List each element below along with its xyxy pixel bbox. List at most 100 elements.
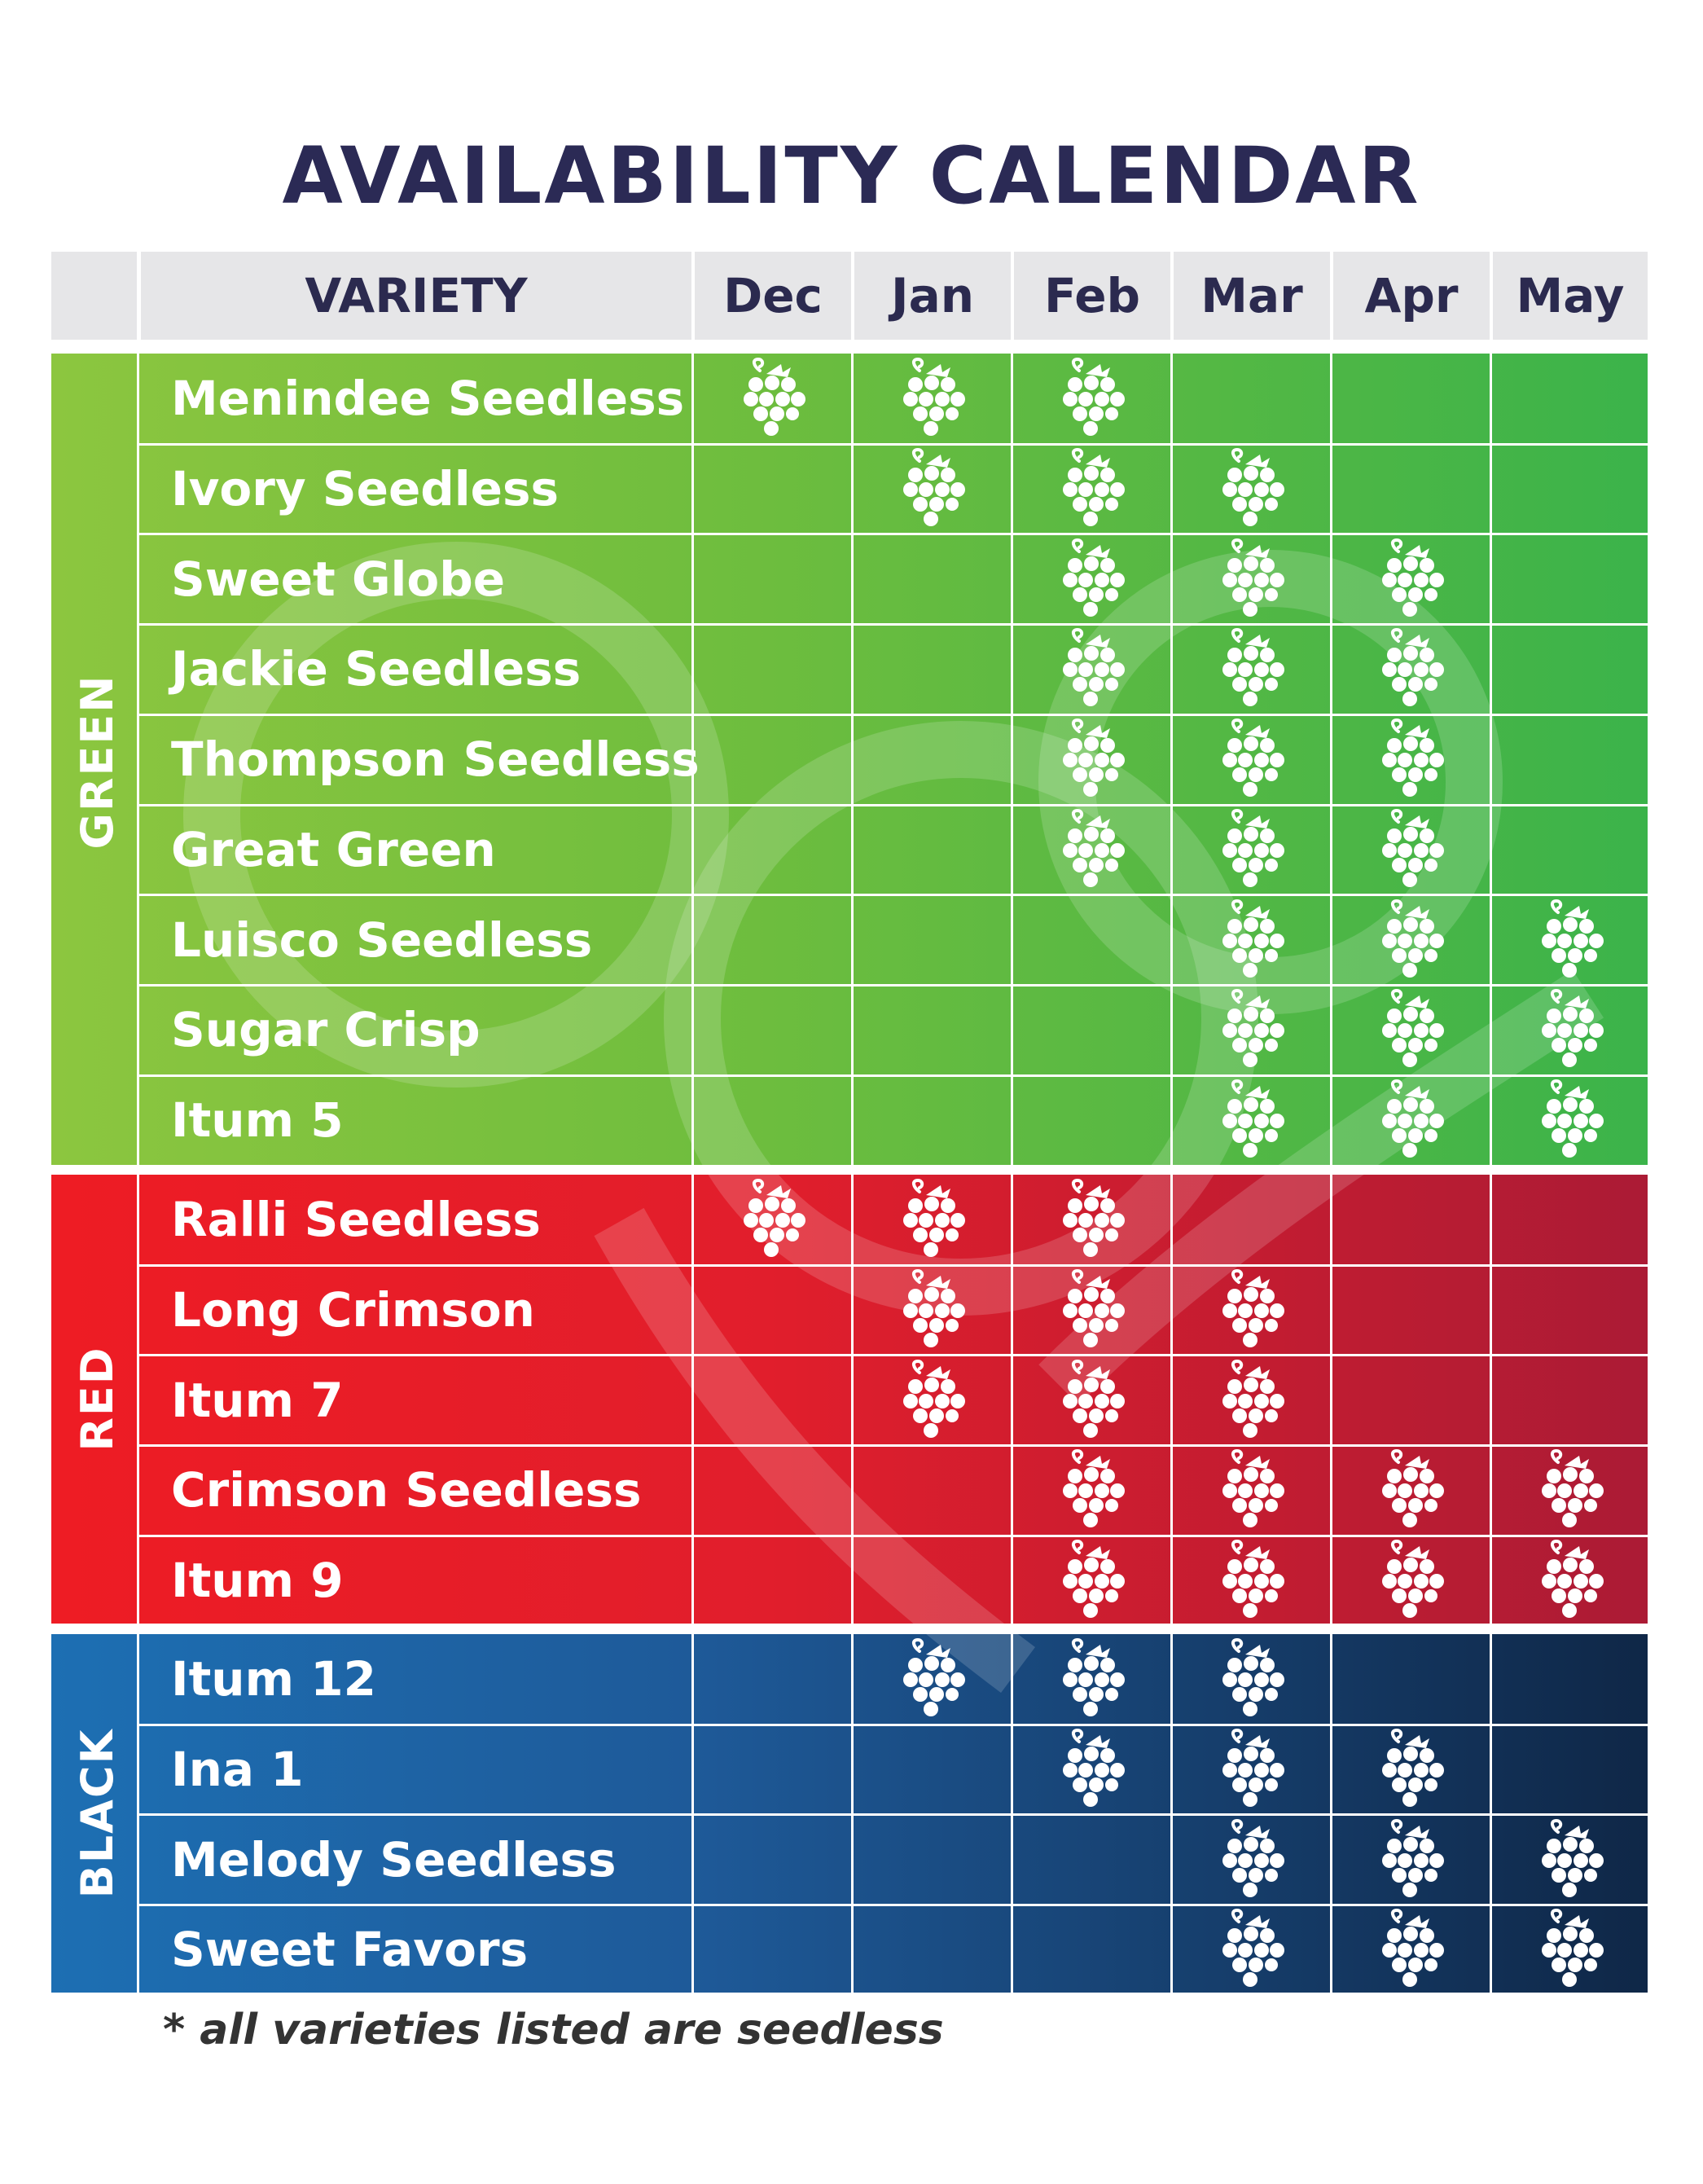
variety-name: Great Green	[171, 821, 496, 877]
header-month-apr: Apr	[1333, 252, 1490, 340]
grape-cluster-icon	[902, 1638, 967, 1720]
variety-name: Itum 5	[171, 1092, 344, 1148]
grape-cluster-icon	[1061, 1269, 1126, 1351]
grape-cluster-icon	[1221, 1638, 1286, 1720]
variety-name: Itum 12	[171, 1651, 376, 1707]
grape-cluster-icon	[1221, 809, 1286, 890]
grape-cluster-icon	[1540, 1819, 1605, 1901]
grape-cluster-icon	[1061, 1540, 1126, 1621]
grape-cluster-icon	[1221, 989, 1286, 1070]
header-month-mar: Mar	[1174, 252, 1330, 340]
grape-cluster-icon	[1061, 1638, 1126, 1720]
variety-name: Melody Seedless	[171, 1831, 617, 1887]
row-divider	[139, 442, 1648, 446]
grape-cluster-icon	[902, 358, 967, 439]
row-divider	[139, 623, 1648, 626]
grape-cluster-icon	[1380, 1540, 1446, 1621]
header-month-may: May	[1493, 252, 1648, 340]
column-divider	[851, 354, 854, 1166]
row-divider	[139, 803, 1648, 806]
variety-name: Ivory Seedless	[171, 461, 560, 517]
grape-cluster-icon	[1061, 628, 1126, 710]
grape-cluster-icon	[1221, 538, 1286, 620]
column-divider	[1490, 354, 1492, 1166]
grape-cluster-icon	[1061, 1179, 1126, 1260]
column-divider	[1011, 1175, 1013, 1626]
row-divider	[139, 533, 1648, 536]
grape-cluster-icon	[902, 1360, 967, 1441]
variety-name: Menindee Seedless	[171, 371, 685, 427]
row-divider	[139, 983, 1648, 987]
grape-cluster-icon	[1221, 1449, 1286, 1531]
grape-cluster-icon	[1061, 809, 1126, 890]
grape-cluster-icon	[1380, 1079, 1446, 1161]
header-corner-cell	[51, 252, 137, 340]
grape-cluster-icon	[742, 358, 807, 439]
group-green-section	[51, 354, 1648, 1165]
row-divider	[139, 1723, 1648, 1726]
header-month-dec: Dec	[695, 252, 851, 340]
grape-cluster-icon	[1221, 628, 1286, 710]
header-month-feb: Feb	[1014, 252, 1170, 340]
row-divider	[139, 1904, 1648, 1907]
variety-name: Itum 7	[171, 1372, 344, 1428]
column-divider	[1011, 354, 1013, 1166]
variety-name: Luisco Seedless	[171, 912, 593, 968]
row-divider	[139, 1444, 1648, 1448]
grape-cluster-icon	[1540, 899, 1605, 981]
grape-cluster-icon	[1061, 718, 1126, 800]
variety-name: Ina 1	[171, 1742, 304, 1798]
grape-cluster-icon	[1380, 1909, 1446, 1990]
grape-cluster-icon	[1221, 1079, 1286, 1161]
grape-cluster-icon	[902, 1269, 967, 1351]
column-divider	[1330, 354, 1332, 1166]
grape-cluster-icon	[1061, 1729, 1126, 1810]
variety-name: Itum 9	[171, 1553, 344, 1609]
row-divider	[139, 1354, 1648, 1357]
variety-name: Sweet Favors	[171, 1922, 529, 1978]
group-black-section	[51, 1634, 1648, 1993]
column-divider	[691, 1175, 694, 1626]
footnote: * all varieties listed are seedless	[163, 2006, 944, 2054]
divider	[137, 1175, 139, 1624]
grape-cluster-icon	[742, 1179, 807, 1260]
column-divider	[1330, 1175, 1332, 1626]
grape-cluster-icon	[1061, 1360, 1126, 1441]
grape-cluster-icon	[1380, 628, 1446, 710]
grape-cluster-icon	[1540, 1540, 1605, 1621]
grape-cluster-icon	[1221, 899, 1286, 981]
grape-cluster-icon	[1221, 1360, 1286, 1441]
group-label-black: BLACK	[72, 1728, 123, 1899]
grape-cluster-icon	[1380, 718, 1446, 800]
row-divider	[139, 1534, 1648, 1537]
grape-cluster-icon	[1061, 358, 1126, 439]
variety-name: Long Crimson	[171, 1282, 535, 1338]
grape-cluster-icon	[1221, 1540, 1286, 1621]
group-label-red: RED	[72, 1346, 123, 1452]
divider	[137, 1634, 139, 1993]
grape-cluster-icon	[1061, 448, 1126, 530]
header-variety: VARIETY	[141, 252, 691, 340]
column-divider	[691, 354, 694, 1166]
variety-name: Thompson Seedless	[171, 732, 700, 788]
column-divider	[851, 1175, 854, 1626]
grape-cluster-icon	[1221, 1269, 1286, 1351]
grape-cluster-icon	[1221, 448, 1286, 530]
grape-cluster-icon	[902, 448, 967, 530]
grape-cluster-icon	[1380, 1729, 1446, 1810]
grape-cluster-icon	[902, 1179, 967, 1260]
grape-cluster-icon	[1380, 809, 1446, 890]
grape-cluster-icon	[1221, 718, 1286, 800]
row-divider	[139, 1074, 1648, 1077]
row-divider	[139, 1813, 1648, 1817]
variety-name: Sweet Globe	[171, 551, 506, 607]
row-divider	[139, 894, 1648, 897]
grape-cluster-icon	[1380, 1449, 1446, 1531]
header-month-jan: Jan	[854, 252, 1011, 340]
grape-cluster-icon	[1221, 1819, 1286, 1901]
group-label-green: GREEN	[72, 674, 123, 850]
grape-cluster-icon	[1540, 1909, 1605, 1990]
grape-cluster-icon	[1380, 899, 1446, 981]
grape-cluster-icon	[1540, 1449, 1605, 1531]
